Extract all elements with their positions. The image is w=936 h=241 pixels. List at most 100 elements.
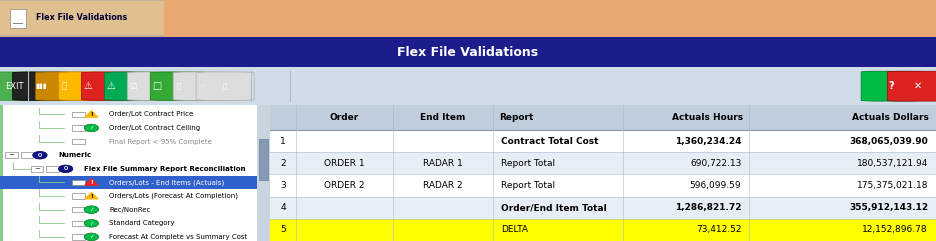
Circle shape xyxy=(84,220,98,227)
Text: 4: 4 xyxy=(280,203,285,212)
Bar xyxy=(0,105,3,241)
Text: 355,912,143.12: 355,912,143.12 xyxy=(849,203,928,212)
FancyBboxPatch shape xyxy=(0,0,168,36)
Text: ORDER 1: ORDER 1 xyxy=(324,159,365,168)
Circle shape xyxy=(58,165,73,173)
Text: Orders/Lots - End Items (Actuals): Orders/Lots - End Items (Actuals) xyxy=(110,179,225,186)
FancyBboxPatch shape xyxy=(861,71,922,101)
Text: Order/Lot Contract Ceiling: Order/Lot Contract Ceiling xyxy=(110,125,200,131)
Text: Flex File Summary Report Reconciliation: Flex File Summary Report Reconciliation xyxy=(83,166,245,172)
FancyBboxPatch shape xyxy=(0,72,43,100)
Text: ✓: ✓ xyxy=(89,126,94,130)
Text: Report: Report xyxy=(500,113,534,122)
Text: ✓: ✓ xyxy=(89,221,94,226)
Text: RADAR 2: RADAR 2 xyxy=(423,181,462,190)
Text: ✓: ✓ xyxy=(89,207,94,212)
Text: 🔍: 🔍 xyxy=(223,83,227,89)
Text: 🔖: 🔖 xyxy=(62,82,67,91)
Bar xyxy=(270,105,936,130)
Bar xyxy=(258,139,269,180)
Bar xyxy=(72,207,85,212)
Text: ⚠: ⚠ xyxy=(106,81,115,91)
Text: Order/End Item Total: Order/End Item Total xyxy=(501,203,607,212)
Text: ⚠: ⚠ xyxy=(83,81,92,91)
FancyBboxPatch shape xyxy=(150,72,208,100)
Text: ORDER 2: ORDER 2 xyxy=(324,181,365,190)
Bar xyxy=(72,234,85,240)
Text: 3: 3 xyxy=(280,181,285,190)
Text: 1,286,821.72: 1,286,821.72 xyxy=(675,203,741,212)
Text: !: ! xyxy=(90,180,93,185)
Bar xyxy=(9,9,26,28)
Text: 690,722.13: 690,722.13 xyxy=(690,159,741,168)
Text: ?: ? xyxy=(888,81,895,91)
Text: Actuals Hours: Actuals Hours xyxy=(672,113,743,122)
Polygon shape xyxy=(85,179,98,185)
FancyBboxPatch shape xyxy=(887,71,936,101)
Text: Flex File Validations: Flex File Validations xyxy=(398,46,538,59)
Bar xyxy=(31,166,43,172)
Text: End Item: End Item xyxy=(420,113,465,122)
Bar xyxy=(72,139,85,144)
Bar xyxy=(6,152,18,158)
Bar xyxy=(72,112,85,117)
Text: ☑: ☑ xyxy=(129,82,138,91)
Text: O: O xyxy=(64,166,67,171)
Text: !: ! xyxy=(90,112,93,117)
FancyBboxPatch shape xyxy=(104,72,163,100)
Text: 175,375,021.18: 175,375,021.18 xyxy=(856,181,928,190)
Text: 5: 5 xyxy=(280,225,285,234)
Text: −: − xyxy=(34,166,40,172)
Text: Orders/Lots (Forecast At Completion): Orders/Lots (Forecast At Completion) xyxy=(110,193,239,199)
Text: Standard Category: Standard Category xyxy=(110,220,175,226)
Bar xyxy=(270,219,936,241)
Text: −: − xyxy=(8,152,14,158)
Text: 368,065,039.90: 368,065,039.90 xyxy=(849,137,928,146)
Bar xyxy=(270,130,936,152)
Bar xyxy=(13,23,23,24)
Bar xyxy=(270,152,936,174)
FancyBboxPatch shape xyxy=(12,72,71,100)
Text: Final Report < 95% Complete: Final Report < 95% Complete xyxy=(110,139,212,145)
Text: Numeric: Numeric xyxy=(58,152,91,158)
FancyBboxPatch shape xyxy=(81,72,139,100)
Polygon shape xyxy=(85,111,98,117)
Text: 📊: 📊 xyxy=(177,83,182,89)
Text: ✕: ✕ xyxy=(914,81,922,91)
Text: 1: 1 xyxy=(280,137,285,146)
Text: Forecast At Complete vs Summary Cost: Forecast At Complete vs Summary Cost xyxy=(110,234,248,240)
Text: Rec/NonRec: Rec/NonRec xyxy=(110,207,151,213)
Text: ◁: ◁ xyxy=(199,83,205,89)
Bar xyxy=(47,166,59,172)
FancyBboxPatch shape xyxy=(58,72,116,100)
Circle shape xyxy=(33,151,47,159)
Bar xyxy=(72,125,85,131)
FancyBboxPatch shape xyxy=(196,72,255,100)
Bar xyxy=(270,197,936,219)
FancyBboxPatch shape xyxy=(127,72,185,100)
Text: Order/Lot Contract Price: Order/Lot Contract Price xyxy=(110,111,194,117)
Bar xyxy=(270,174,936,197)
Text: RADAR 1: RADAR 1 xyxy=(423,159,462,168)
Text: O: O xyxy=(37,153,42,158)
Text: 12,152,896.78: 12,152,896.78 xyxy=(862,225,928,234)
Bar xyxy=(72,193,85,199)
Bar xyxy=(21,153,34,158)
Text: 596,099.59: 596,099.59 xyxy=(690,181,741,190)
Circle shape xyxy=(84,206,98,214)
Text: !: ! xyxy=(90,194,93,199)
Circle shape xyxy=(84,124,98,132)
Text: DELTA: DELTA xyxy=(501,225,528,234)
Text: EXIT: EXIT xyxy=(5,82,23,91)
FancyBboxPatch shape xyxy=(36,72,94,100)
Text: 180,537,121.94: 180,537,121.94 xyxy=(856,159,928,168)
Bar xyxy=(0,176,257,189)
Text: Actuals Dollars: Actuals Dollars xyxy=(853,113,929,122)
Bar xyxy=(72,180,85,185)
FancyBboxPatch shape xyxy=(173,72,231,100)
Text: □: □ xyxy=(152,81,161,91)
Text: Order: Order xyxy=(329,113,359,122)
Text: Report Total: Report Total xyxy=(501,181,555,190)
Circle shape xyxy=(84,233,98,241)
Text: 73,412.52: 73,412.52 xyxy=(695,225,741,234)
